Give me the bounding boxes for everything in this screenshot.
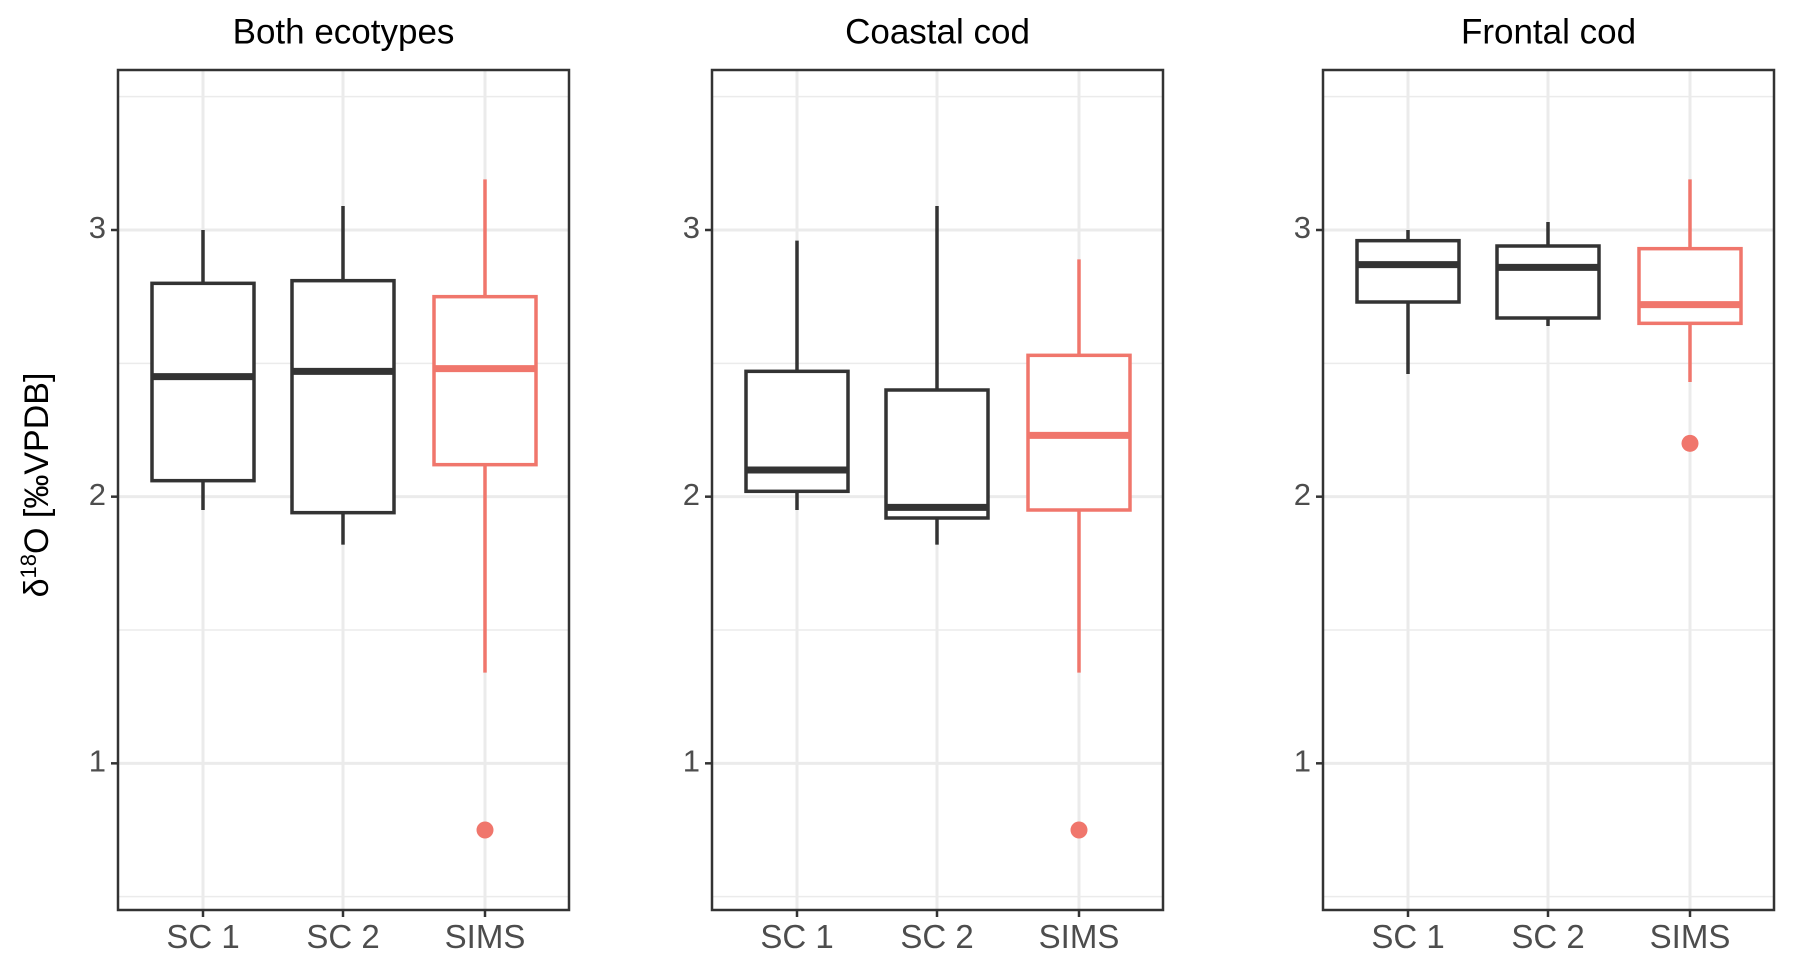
box-sims — [1637, 179, 1743, 452]
panels-container: Both ecotypes 1 2 3 SC 1 SC 2 SIMS Coastal cod 1… — [89, 12, 1776, 955]
outlier-point — [1070, 821, 1088, 839]
box-iqr — [1637, 246, 1743, 326]
box-iqr — [150, 281, 256, 483]
y-tick-label: 2 — [683, 477, 700, 512]
box-sc-1 — [150, 230, 256, 510]
y-tick-label: 3 — [683, 210, 700, 245]
y-tick-label: 2 — [1294, 477, 1311, 512]
box-iqr — [1495, 244, 1601, 320]
x-tick-label: SC 2 — [900, 918, 973, 955]
panel-1: Both ecotypes 1 2 3 SC 1 SC 2 SIMS — [89, 12, 571, 955]
y-tick-label: 2 — [89, 477, 106, 512]
panel-title: Coastal cod — [845, 12, 1030, 51]
box-sc-2 — [290, 206, 396, 545]
panel-3: Frontal cod 1 2 3 SC 1 SC 2 SIMS — [1294, 12, 1776, 955]
box-sims — [1026, 259, 1132, 839]
x-tick-label: SIMS — [1039, 918, 1120, 955]
outlier-point — [1681, 434, 1699, 452]
x-tick-label: SIMS — [1650, 918, 1731, 955]
y-tick-label: 1 — [1294, 744, 1311, 779]
y-tick-label: 1 — [89, 744, 106, 779]
panel-2: Coastal cod 1 2 3 SC 1 SC 2 SIMS — [683, 12, 1165, 955]
box-sc-1 — [1355, 230, 1461, 374]
box-sc-1 — [744, 240, 850, 510]
box-iqr — [432, 294, 538, 467]
y-tick-label: 3 — [1294, 210, 1311, 245]
y-tick-label: 3 — [89, 210, 106, 245]
box-sims — [432, 179, 538, 839]
box-iqr — [290, 278, 396, 515]
box-iqr — [1355, 238, 1461, 304]
y-axis-title-sup: 18 — [16, 554, 41, 578]
x-tick-label: SC 1 — [166, 918, 239, 955]
y-axis-title-base: δ — [18, 578, 56, 597]
x-tick-label: SC 2 — [306, 918, 379, 955]
panel-title: Both ecotypes — [233, 12, 455, 51]
x-tick-label: SC 1 — [760, 918, 833, 955]
box-iqr — [884, 388, 990, 520]
y-axis-title: δ18O [‰VPDB] — [16, 373, 56, 598]
outlier-point — [476, 821, 494, 839]
x-tick-label: SC 2 — [1511, 918, 1584, 955]
box-sc-2 — [884, 206, 990, 545]
y-axis-title-rest: O [‰VPDB] — [18, 373, 56, 554]
x-tick-label: SIMS — [445, 918, 526, 955]
box-sc-2 — [1495, 222, 1601, 326]
y-tick-label: 1 — [683, 744, 700, 779]
panel-title: Frontal cod — [1461, 12, 1636, 51]
x-tick-label: SC 1 — [1371, 918, 1444, 955]
